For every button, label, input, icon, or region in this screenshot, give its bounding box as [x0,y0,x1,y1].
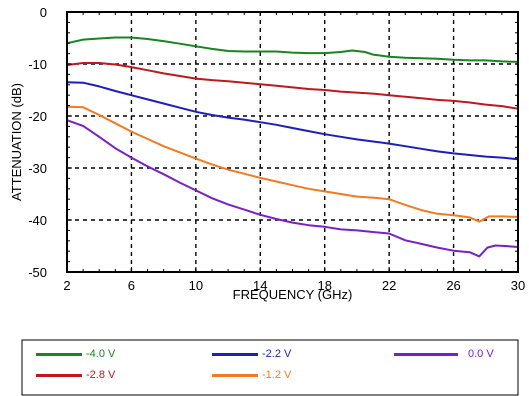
legend-frame [21,339,519,396]
legend-swatch [212,352,258,356]
y-tick-label: 0 [40,5,47,20]
y-tick-label: -50 [28,265,47,280]
plot-area [67,12,518,272]
x-tick-label: 26 [446,278,460,293]
series-line-2 [66,81,519,161]
legend-label: -1.2 V [262,369,292,381]
x-tick-label: 18 [317,278,331,293]
series-line-0 [66,36,519,63]
x-tick-label: 22 [382,278,396,293]
y-tick-label: -40 [28,213,47,228]
series-line-1 [66,62,519,110]
y-tick-label: -20 [28,109,47,124]
legend-item-m4v: -4.0 V [36,348,115,360]
axis-ticks [66,11,519,273]
tick-labels: 2 6 10 14 18 22 26 300-10-20-30-40-50 [28,5,525,293]
grid-lines [67,12,518,272]
legend-swatch [394,352,458,356]
x-axis-label: FREQUENCY (GHz) [233,287,353,302]
x-tick-label: 2 [63,278,70,293]
x-tick-label: 6 [128,278,135,293]
series-line-4 [66,119,519,258]
x-tick-label: 10 [189,278,203,293]
y-axis-label: ATTENUATION (dB) [9,83,24,201]
series-lines [66,36,519,258]
legend-label: 0.0 V [468,348,494,360]
legend-item-m1-2v: -1.2 V [212,369,291,381]
y-tick-label: -10 [28,57,47,72]
legend-item-0v: 0.0 V [394,348,494,360]
legend-label: -2.2 V [262,348,292,360]
x-tick-label: 30 [511,278,525,293]
series-line-3 [66,105,519,223]
legend-item-m2-8v: -2.8 V [36,369,115,381]
legend: -4.0 V -2.2 V 0.0 V -2.8 V -1.2 V [22,340,518,396]
legend-swatch [212,373,258,377]
legend-label: -4.0 V [86,348,116,360]
x-tick-label: 14 [253,278,267,293]
legend-label: -2.8 V [86,369,116,381]
legend-swatch [36,352,82,356]
legend-swatch [36,373,82,377]
legend-item-m2-2v: -2.2 V [212,348,291,360]
y-tick-label: -30 [28,161,47,176]
